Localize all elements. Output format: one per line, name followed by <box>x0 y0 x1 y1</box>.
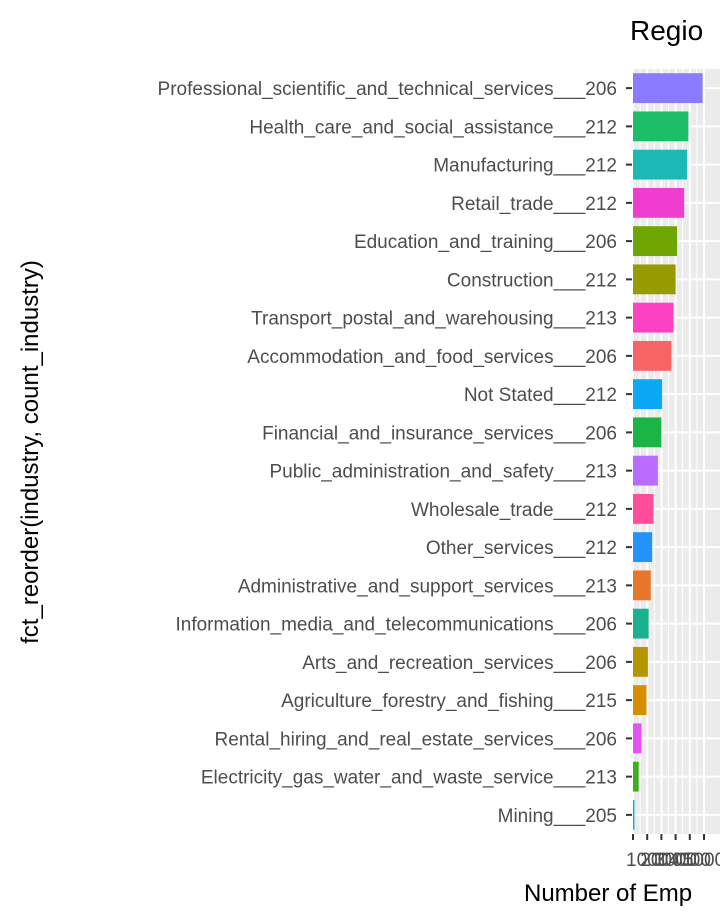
bar <box>633 646 648 677</box>
bar <box>633 187 685 218</box>
bar <box>633 73 703 104</box>
y-tick-label: Mining___205 <box>498 806 617 827</box>
bar <box>633 302 674 333</box>
bar <box>633 379 663 410</box>
y-tick-label: Agriculture_forestry_and_fishing___215 <box>281 691 617 712</box>
y-tick-label: Financial_and_insurance_services___206 <box>262 423 617 444</box>
y-tick-label: Manufacturing___212 <box>433 156 617 177</box>
bar <box>633 685 647 716</box>
x-tick-label: 5000 <box>683 850 720 871</box>
bar <box>633 417 662 448</box>
y-tick-label: Transport_postal_and_warehousing___213 <box>251 309 617 330</box>
bar <box>633 340 672 371</box>
bar <box>633 723 642 754</box>
y-tick-label: Not Stated___212 <box>464 385 617 406</box>
bar <box>633 493 654 524</box>
bar <box>633 226 678 257</box>
y-tick-label: Other_services___212 <box>426 538 617 559</box>
bar <box>633 799 635 830</box>
y-axis-title: fct_reorder(industry, count_industry) <box>17 260 44 644</box>
y-tick-label: Accommodation_and_food_services___206 <box>247 347 617 368</box>
y-tick-label: Rental_hiring_and_real_estate_services__… <box>215 729 617 750</box>
bar <box>633 149 687 180</box>
chart-title: Regio <box>630 15 703 46</box>
y-tick-label: Arts_and_recreation_services___206 <box>302 653 617 674</box>
x-tick-label: 3000 <box>654 850 696 871</box>
x-axis-title: Number of Emp <box>524 880 692 907</box>
y-tick-label: Construction___212 <box>447 270 617 291</box>
x-tick-label: 4000 <box>669 850 711 871</box>
bars <box>633 73 703 830</box>
y-tick-label: Health_care_and_social_assistance___212 <box>249 117 617 138</box>
bar <box>633 570 651 601</box>
y-tick-label: Retail_trade___212 <box>451 194 617 215</box>
x-tick-label: 2000 <box>640 850 682 871</box>
bar <box>633 608 649 639</box>
bar <box>633 761 639 792</box>
bar <box>633 455 658 486</box>
y-tick-label: Wholesale_trade___212 <box>411 500 617 521</box>
bar <box>633 264 676 295</box>
y-tick-label: Electricity_gas_water_and_waste_service_… <box>201 768 617 789</box>
x-tick-label: 1000 <box>626 850 668 871</box>
y-tick-label: Information_media_and_telecommunications… <box>175 615 617 636</box>
y-tick-label: Public_administration_and_safety___213 <box>269 462 617 483</box>
y-axis-ticks: Professional_scientific_and_technical_se… <box>158 79 632 827</box>
y-tick-label: Professional_scientific_and_technical_se… <box>158 79 617 100</box>
bar <box>633 111 689 142</box>
y-tick-label: Administrative_and_support_services___21… <box>238 576 617 597</box>
y-tick-label: Education_and_training___206 <box>354 232 617 253</box>
bar <box>633 532 653 563</box>
